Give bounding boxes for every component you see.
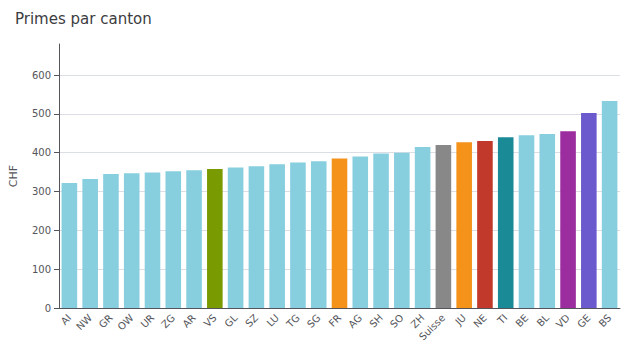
svg-text:SO: SO [388,312,406,330]
svg-text:BE: BE [513,312,530,329]
svg-text:LU: LU [265,312,282,329]
svg-text:OW: OW [115,312,135,332]
svg-text:300: 300 [32,186,51,197]
svg-text:Primes par canton: Primes par canton [15,10,152,28]
svg-text:NW: NW [74,312,94,332]
svg-text:AG: AG [346,312,364,330]
svg-text:TG: TG [284,312,302,330]
svg-text:0: 0 [45,303,51,314]
svg-text:UR: UR [139,312,157,330]
svg-text:VD: VD [554,312,572,330]
svg-text:400: 400 [32,147,51,158]
svg-text:NE: NE [471,312,489,330]
svg-text:SZ: SZ [243,312,260,329]
svg-text:SG: SG [305,312,323,330]
svg-text:GE: GE [575,312,593,330]
svg-text:VS: VS [202,312,219,329]
svg-text:ZG: ZG [159,312,177,330]
svg-text:CHF: CHF [7,165,20,187]
svg-text:500: 500 [32,108,51,119]
svg-text:GL: GL [222,312,239,329]
svg-text:GR: GR [97,312,115,330]
svg-text:AI: AI [59,312,74,327]
svg-text:100: 100 [32,264,51,275]
svg-text:Suisse: Suisse [417,312,447,342]
svg-text:FR: FR [327,312,344,329]
svg-text:JU: JU [452,312,468,328]
svg-text:BS: BS [597,312,614,329]
svg-text:ZH: ZH [408,312,427,330]
svg-text:600: 600 [32,70,51,81]
svg-text:200: 200 [32,225,51,236]
svg-text:AR: AR [180,312,198,330]
svg-text:BL: BL [535,312,552,329]
svg-text:TI: TI [495,312,510,327]
svg-text:SH: SH [367,312,385,330]
